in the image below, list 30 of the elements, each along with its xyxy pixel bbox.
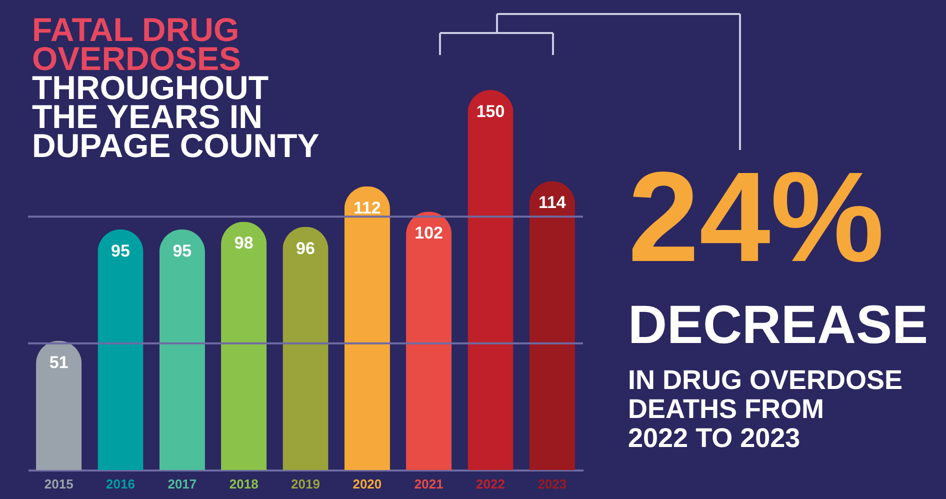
- x-tick-label: 2022: [476, 476, 505, 492]
- data-label: 96: [296, 238, 315, 258]
- x-tick-label: 2016: [106, 476, 135, 492]
- bar: [98, 229, 144, 470]
- bar: [221, 222, 267, 470]
- data-label: 112: [353, 198, 381, 218]
- bar: [344, 186, 390, 470]
- x-tick-label: 2015: [44, 476, 74, 492]
- x-tick-label: 2023: [538, 476, 567, 492]
- text: 24%: [628, 146, 884, 289]
- data-label: 102: [414, 224, 444, 243]
- x-tick-label: 2020: [352, 476, 382, 492]
- bar: [159, 229, 205, 470]
- bar: [468, 90, 514, 470]
- x-tick-label: 2019: [291, 476, 320, 492]
- x-tick-label: 2017: [168, 476, 197, 492]
- x-tick-label: 2018: [229, 476, 258, 492]
- text: DECREASE: [628, 295, 928, 355]
- text: IN DRUG OVERDOSE DEATHS FROM 2022 TO 2023: [628, 365, 903, 453]
- x-tick-label: 2021: [414, 476, 444, 492]
- bar: [36, 340, 82, 470]
- data-label: 51: [49, 352, 68, 372]
- bar: [406, 212, 452, 470]
- data-label: 150: [476, 102, 505, 121]
- bar: [529, 181, 575, 470]
- data-label: 98: [234, 234, 254, 253]
- bar: [282, 226, 328, 470]
- data-label: 114: [538, 193, 566, 212]
- data-label: 95: [111, 241, 130, 260]
- data-label: 95: [172, 241, 192, 260]
